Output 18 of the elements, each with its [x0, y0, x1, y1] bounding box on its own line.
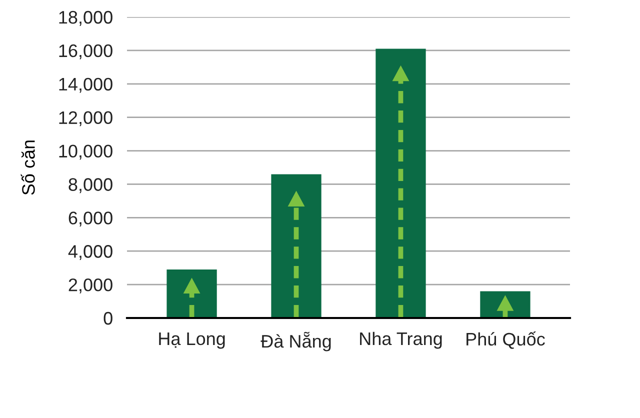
x-tick-label: Phú Quốc — [466, 332, 545, 349]
x-tick-label: Hạ Long — [159, 332, 225, 349]
y-tick-label: 16,000 — [59, 44, 112, 60]
x-tick-label: Đà Nẵng — [260, 332, 331, 352]
y-tick-label: 6,000 — [68, 212, 112, 227]
y-tick-label: 14,000 — [59, 78, 112, 93]
y-axis-title: Số căn — [20, 140, 35, 195]
y-tick-label: 10,000 — [59, 144, 112, 160]
bar — [271, 174, 322, 318]
x-tick-label: Nha Trang — [360, 332, 442, 349]
y-tick-label: 4,000 — [68, 245, 112, 260]
bar — [166, 270, 217, 318]
y-tick-label: 18,000 — [59, 10, 112, 26]
y-tick-label: 0 — [104, 312, 112, 325]
bar — [376, 48, 426, 318]
y-tick-label: 12,000 — [59, 111, 112, 126]
y-tick-label: 2,000 — [68, 278, 112, 294]
y-tick-label: 8,000 — [68, 178, 112, 194]
